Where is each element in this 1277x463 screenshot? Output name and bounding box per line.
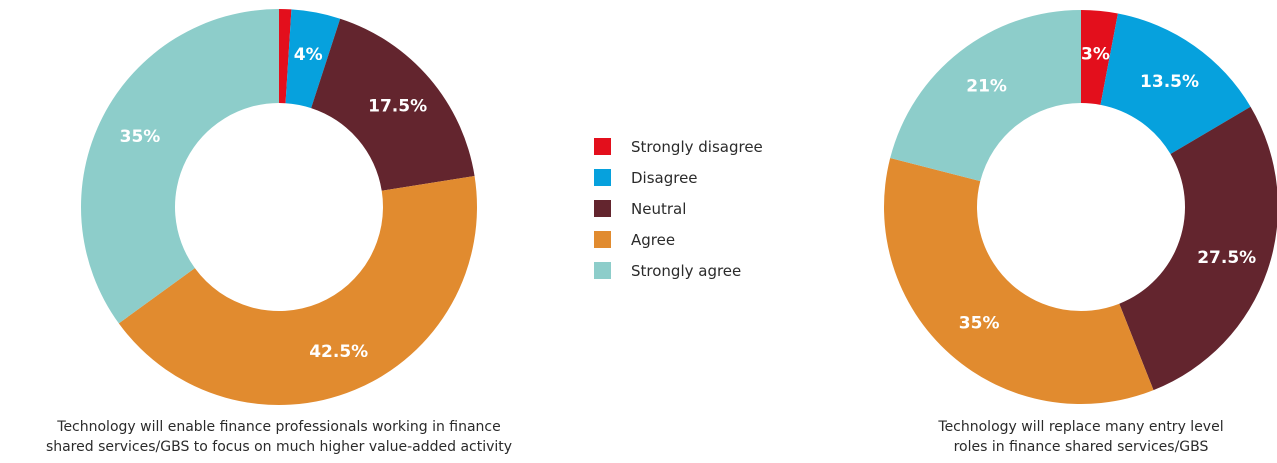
slice-strongly-disagree — [1081, 10, 1118, 105]
donut-chart-technology-replace: 3% 13.5% 27.5% 35% 21% — [884, 10, 1277, 404]
legend: Strongly disagree Disagree Neutral Agree Str… — [594, 138, 763, 280]
slice-strongly-agree — [81, 8, 279, 324]
caption-line: roles in finance shared services/GBS — [954, 439, 1209, 455]
legend-swatch — [594, 169, 611, 186]
slice-label: 4% — [294, 45, 323, 65]
legend-label: Neutral — [631, 200, 686, 218]
slice-agree — [118, 176, 477, 405]
slice-label: 27.5% — [1197, 248, 1256, 268]
slice-disagree — [285, 9, 341, 109]
legend-swatch — [594, 262, 611, 279]
slice-neutral — [1119, 106, 1277, 391]
slice-strongly-agree — [890, 10, 1081, 182]
slice-neutral — [311, 18, 475, 191]
legend-swatch — [594, 138, 611, 155]
slice-label: 17.5% — [368, 97, 427, 117]
caption-line: Technology will replace many entry level — [937, 419, 1223, 435]
slice-label: 21% — [966, 76, 1007, 96]
slice-label: 35% — [959, 314, 1000, 334]
slice-disagree — [1100, 13, 1251, 155]
legend-label: Agree — [631, 231, 675, 249]
legend-label: Disagree — [631, 169, 698, 187]
slice-label: 3% — [1081, 45, 1110, 65]
slice-agree — [884, 158, 1154, 404]
slice-label: 35% — [120, 127, 161, 147]
legend-swatch — [594, 231, 611, 248]
legend-swatch — [594, 200, 611, 217]
legend-label: Strongly agree — [631, 262, 741, 280]
slice-label: 13.5% — [1140, 72, 1199, 92]
legend-label: Strongly disagree — [631, 138, 763, 156]
donut-chart-technology-enable: 4% 17.5% 42.5% 35% — [81, 8, 477, 405]
caption-line: Technology will enable finance professio… — [56, 419, 500, 435]
slice-strongly-disagree — [279, 9, 292, 104]
caption-line: shared services/GBS to focus on much hig… — [46, 439, 512, 455]
slice-label: 42.5% — [309, 342, 368, 362]
